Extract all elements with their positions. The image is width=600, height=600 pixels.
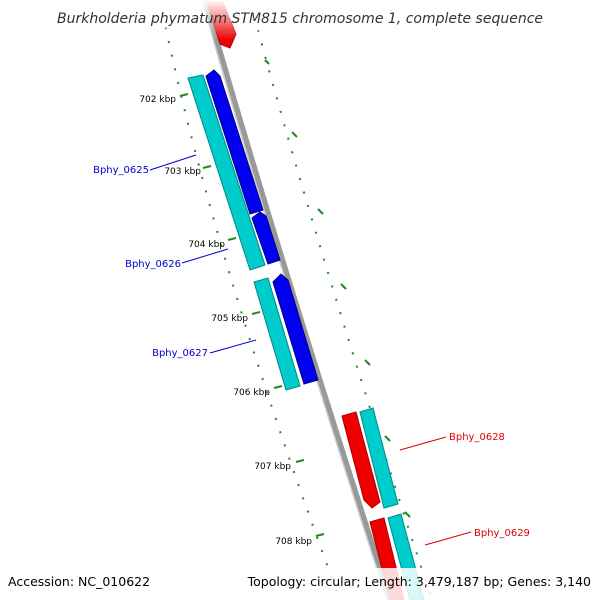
map-title: Burkholderia phymatum STM815 chromosome … bbox=[57, 11, 543, 27]
gene-bphy-0626[interactable] bbox=[251, 211, 281, 265]
gene-label-bphy-0625[interactable]: Bphy_0625 bbox=[93, 165, 149, 176]
leader-bphy-0625 bbox=[149, 154, 197, 171]
leader-bphy-0628 bbox=[399, 436, 447, 451]
scale-label-702: 702 kbp bbox=[139, 95, 176, 105]
gene-label-bphy-0629[interactable]: Bphy_0629 bbox=[474, 528, 530, 539]
scale-label-708: 708 kbp bbox=[275, 537, 312, 547]
outer-scale-track bbox=[257, 29, 433, 600]
gene-label-bphy-0627[interactable]: Bphy_0627 bbox=[152, 348, 208, 359]
chromosome-backbone bbox=[202, 0, 393, 600]
gene-label-bphy-0626[interactable]: Bphy_0626 bbox=[125, 259, 181, 270]
inner-scale-track bbox=[159, 0, 341, 600]
leader-bphy-0626 bbox=[181, 248, 229, 264]
scale-label-704: 704 kbp bbox=[188, 240, 225, 250]
topology-text: Topology: circular; Length: 3,479,187 bp… bbox=[247, 574, 591, 589]
gene-bphy-0625[interactable] bbox=[187, 69, 266, 271]
accession-text: Accession: NC_010622 bbox=[8, 574, 150, 589]
scale-label-706: 706 kbp bbox=[233, 388, 270, 398]
leader-bphy-0627 bbox=[209, 339, 257, 354]
gene-label-bphy-0628[interactable]: Bphy_0628 bbox=[449, 432, 505, 443]
scale-label-703: 703 kbp bbox=[164, 167, 201, 177]
scale-label-705: 705 kbp bbox=[211, 314, 248, 324]
gene-bphy-0628[interactable] bbox=[341, 407, 399, 509]
gene-bphy-0627[interactable] bbox=[253, 273, 319, 391]
leader-bphy-0629 bbox=[424, 531, 472, 546]
scale-label-707: 707 kbp bbox=[254, 462, 291, 472]
